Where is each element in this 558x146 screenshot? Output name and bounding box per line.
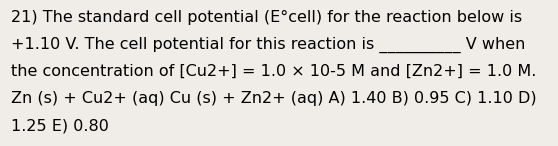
- Text: 1.25 E) 0.80: 1.25 E) 0.80: [11, 118, 109, 133]
- Text: the concentration of [Cu2+] = 1.0 × 10-5 M and [Zn2+] = 1.0 M.: the concentration of [Cu2+] = 1.0 × 10-5…: [11, 64, 537, 79]
- Text: 21) The standard cell potential (E°cell) for the reaction below is: 21) The standard cell potential (E°cell)…: [11, 10, 522, 25]
- Text: +1.10 V. The cell potential for this reaction is __________ V when: +1.10 V. The cell potential for this rea…: [11, 37, 526, 53]
- Text: Zn (s) + Cu2+ (aq) Cu (s) + Zn2+ (aq) A) 1.40 B) 0.95 C) 1.10 D): Zn (s) + Cu2+ (aq) Cu (s) + Zn2+ (aq) A)…: [11, 91, 537, 106]
